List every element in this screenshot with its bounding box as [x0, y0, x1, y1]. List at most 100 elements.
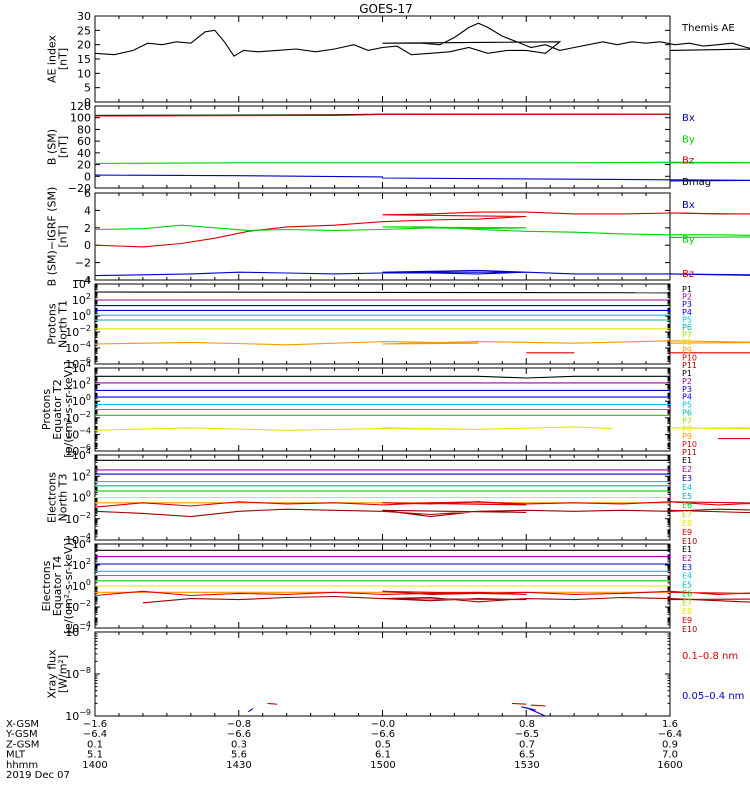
y-tick-label: 102	[72, 377, 91, 392]
y-tick-label: 40	[77, 147, 91, 160]
series-line-P8	[94, 340, 750, 346]
legend-label: P8	[682, 338, 692, 347]
legend-label: P10	[682, 353, 697, 362]
series-line-x3	[511, 702, 527, 705]
legend-label: P2	[682, 377, 692, 386]
y-axis-label: B (SM)	[46, 129, 59, 165]
legend-label: E3	[682, 474, 692, 483]
x-axis-value: 1.6	[662, 719, 678, 730]
series-line-Themis AE	[94, 22, 750, 57]
legend-label: E2	[682, 465, 692, 474]
y-tick-label: 10−2	[65, 511, 91, 526]
legend-label: E9	[682, 528, 692, 537]
x-axis-value: 5.1	[87, 750, 103, 761]
y-tick-label: 25	[77, 24, 91, 37]
y-tick-label: 60	[77, 135, 91, 148]
y-tick-label: 10−6	[65, 443, 91, 458]
y-tick-label: 4	[84, 204, 91, 217]
legend-label: P8	[682, 424, 692, 433]
y-axis-label: Protons	[40, 389, 53, 430]
legend-label: P5	[682, 401, 692, 410]
y-axis-label: AE index	[46, 34, 59, 83]
x-axis-row-label: hhmm	[6, 760, 38, 771]
x-axis-value: −6.5	[515, 729, 539, 740]
x-axis-value: 1500	[370, 760, 395, 771]
panel-frame	[94, 283, 671, 365]
y-tick-label: 100	[72, 490, 91, 505]
legend-label: P7	[682, 331, 692, 340]
series-line-s3	[521, 706, 536, 711]
x-axis-row-label: Y-GSM	[5, 729, 38, 740]
x-axis-value: 0.9	[662, 739, 678, 750]
x-axis-value: 1530	[514, 760, 539, 771]
y-tick-label: 104	[72, 276, 91, 291]
panel-digrf: −4 −2 0 2 4 6 B (SM)−IGRF (SM)[nT] Bx By Bz	[46, 187, 750, 287]
series-line-P8b	[669, 427, 750, 430]
y-axis-label: [nT]	[57, 225, 70, 247]
legend-label: Bx	[682, 200, 695, 211]
legend-label: E9	[682, 616, 692, 625]
series-line-P1	[95, 375, 670, 379]
legend-label: 0.1–0.8 nm	[682, 651, 738, 662]
legend-label: E4	[682, 572, 692, 581]
series-line-Bz	[94, 211, 750, 248]
legend-label: P4	[682, 393, 692, 402]
y-tick-label: 100	[72, 578, 91, 593]
series-line-x2	[530, 704, 546, 707]
x-axis-value: 0.5	[375, 739, 391, 750]
y-axis-label: [W/m²]	[57, 655, 70, 693]
x-axis-row-label: MLT	[6, 750, 26, 761]
legend-label: Bmag	[682, 177, 711, 188]
legend-label: E10	[682, 625, 697, 634]
y-axis-label: North T1	[57, 300, 70, 348]
legend-label: By	[682, 235, 695, 246]
y-tick-label: 10	[77, 67, 91, 80]
legend-label: E8	[682, 607, 692, 616]
legend-label: E7	[682, 510, 692, 519]
series-line-Bz	[94, 113, 670, 117]
y-tick-label: 100	[70, 112, 91, 125]
legend-label: E5	[682, 492, 692, 501]
legend-label: P9	[682, 432, 692, 441]
y-axis-label: Xray flux	[46, 649, 59, 699]
legend-label: Bx	[682, 113, 695, 124]
x-axis-table: X-GSM −1.6 −0.8 −0.0 0.8 1.6 Y-GSM −6.4 −6.6 −6.6…	[5, 719, 683, 781]
x-axis-value: 6.1	[375, 750, 391, 761]
series-line-P8	[94, 426, 613, 431]
x-axis-value: −6.4	[658, 729, 682, 740]
y-tick-label: 102	[72, 468, 91, 483]
panel-frame	[94, 192, 671, 281]
y-tick-label: 104	[72, 447, 91, 462]
legend-label: E4	[682, 483, 692, 492]
x-axis-value: 0.7	[519, 739, 535, 750]
y-axis-label: [nT]	[57, 48, 70, 70]
y-tick-label: 20	[77, 39, 91, 52]
y-tick-label: 2	[84, 222, 91, 235]
y-tick-label: 10−2	[65, 599, 91, 614]
y-tick-label: 10−2	[65, 324, 91, 339]
y-axis-label: [p/(cm²-s-sr-keV)]	[62, 361, 75, 458]
y-tick-label: 10−4	[65, 532, 91, 547]
y-axis-label: [nT]	[57, 136, 70, 158]
panel-frame	[94, 15, 671, 103]
series-line-s1	[247, 707, 254, 713]
x-axis-value: −6.6	[371, 729, 395, 740]
legend-label: E5	[682, 581, 692, 590]
y-tick-label: 102	[72, 557, 91, 572]
y-tick-label: 10−4	[65, 426, 91, 441]
x-axis-value: 1430	[226, 760, 251, 771]
legend-label: E10	[682, 537, 697, 546]
y-axis-label: Electrons	[40, 560, 53, 611]
y-tick-label: 120	[70, 100, 91, 113]
legend-label: E7	[682, 598, 692, 607]
x-axis-value: 1400	[82, 760, 107, 771]
y-tick-label: 10−4	[65, 340, 91, 355]
legend-label: 0.05–0.4 nm	[682, 691, 744, 702]
x-axis-value: −6.6	[227, 729, 251, 740]
y-tick-label: 10−4	[65, 620, 91, 635]
y-tick-label: 102	[72, 292, 91, 307]
